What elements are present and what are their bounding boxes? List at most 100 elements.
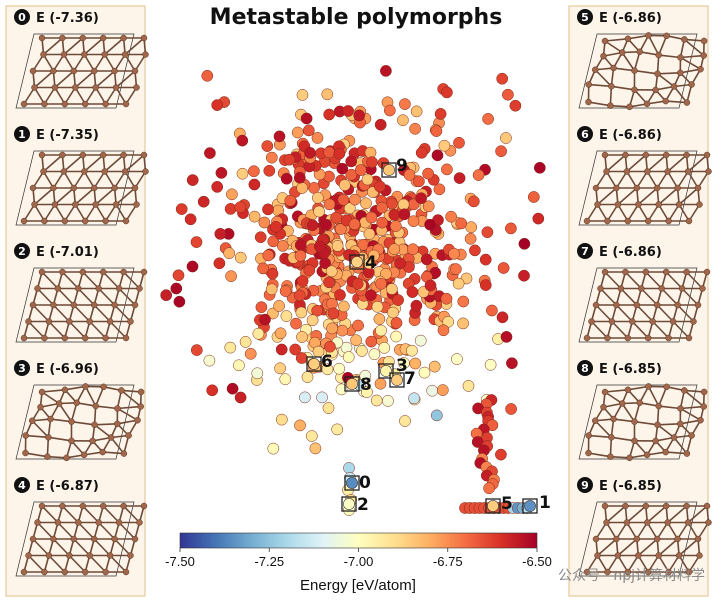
index-badge xyxy=(14,243,30,259)
atom xyxy=(588,318,595,325)
scatter-point xyxy=(223,247,236,260)
scatter-point xyxy=(440,292,453,305)
bond xyxy=(36,287,54,306)
bond xyxy=(84,87,97,105)
scatter-point xyxy=(224,341,237,354)
scatter-point xyxy=(410,105,423,118)
atom xyxy=(591,417,599,425)
bond xyxy=(633,51,641,71)
scatter-point xyxy=(397,114,409,127)
bond xyxy=(82,505,100,524)
energy-label: E (-7.01) xyxy=(36,245,99,260)
watermark: 公众号 · npj计算材料学 xyxy=(558,568,705,584)
atom xyxy=(665,568,672,576)
bond xyxy=(621,403,636,423)
bond xyxy=(50,418,72,423)
scatter-point xyxy=(336,324,349,337)
scatter-point xyxy=(368,348,381,361)
index-badge-number: 0 xyxy=(18,11,26,24)
atom xyxy=(643,451,651,459)
bond xyxy=(64,204,76,222)
atom xyxy=(72,201,79,208)
atom xyxy=(662,151,670,159)
scatter-point xyxy=(450,263,462,275)
atom xyxy=(81,334,89,342)
scatter-point xyxy=(321,88,334,101)
atom xyxy=(120,268,127,276)
scatter-point xyxy=(335,383,348,396)
atom xyxy=(608,83,615,90)
scatter-point xyxy=(453,136,465,149)
index-badge xyxy=(14,126,30,142)
scatter-point xyxy=(184,213,197,226)
atom xyxy=(664,519,671,526)
scatter-point xyxy=(364,146,377,159)
bond xyxy=(588,101,611,107)
atom xyxy=(55,400,63,407)
bond xyxy=(94,424,112,439)
scatter-point xyxy=(465,221,478,234)
atom xyxy=(54,285,62,292)
bond xyxy=(645,271,663,290)
atom xyxy=(99,502,107,510)
atom xyxy=(655,552,662,559)
scatter-point xyxy=(373,313,386,325)
bond xyxy=(657,423,681,426)
bond xyxy=(627,204,639,222)
hexagonal-lattice-structure-icon xyxy=(578,501,712,577)
atom xyxy=(603,168,610,175)
bond xyxy=(611,320,629,339)
highlight-box xyxy=(485,498,501,514)
bond xyxy=(657,386,668,407)
scatter-point xyxy=(388,208,401,221)
atom xyxy=(120,34,127,42)
scatter-point xyxy=(213,257,226,270)
bond xyxy=(615,522,628,540)
scatter-point xyxy=(408,392,420,405)
scatter-point xyxy=(422,167,434,180)
bond xyxy=(678,187,699,206)
scatter-point xyxy=(186,174,199,186)
scatter-point xyxy=(266,267,279,280)
atom xyxy=(111,535,118,543)
bond xyxy=(32,171,45,189)
scatter-point xyxy=(254,231,267,244)
scatter-point xyxy=(518,237,531,250)
scatter-point xyxy=(236,134,249,147)
scatter-point xyxy=(301,371,314,383)
atom xyxy=(677,69,684,77)
scatter-point xyxy=(420,253,433,266)
bond xyxy=(606,204,619,222)
bond xyxy=(84,386,97,407)
bond xyxy=(48,320,66,339)
scatter-point xyxy=(518,269,530,282)
atom xyxy=(683,450,691,457)
point-label: 3 xyxy=(396,356,408,376)
bond xyxy=(104,154,125,173)
point-label: 5 xyxy=(501,494,513,514)
scatter-point xyxy=(334,289,346,301)
bond xyxy=(95,70,116,89)
scatter-point xyxy=(214,228,227,240)
scatter-point xyxy=(424,218,436,231)
scatter-point xyxy=(303,264,316,277)
atom xyxy=(585,432,592,439)
scatter-point xyxy=(394,257,406,270)
bond xyxy=(683,389,705,408)
atom xyxy=(114,420,121,428)
scatter-point xyxy=(267,235,280,248)
atom xyxy=(81,217,89,225)
atom xyxy=(90,67,98,75)
atom xyxy=(652,437,659,445)
scatter-point xyxy=(323,198,336,211)
bond xyxy=(113,171,126,189)
atom xyxy=(663,383,670,391)
bond xyxy=(52,171,65,189)
scatter-point xyxy=(422,200,435,213)
atom xyxy=(678,285,686,292)
bond xyxy=(656,522,669,540)
scatter-point xyxy=(418,366,431,379)
index-badge xyxy=(14,360,30,376)
bond xyxy=(604,389,629,393)
atom xyxy=(140,151,148,159)
